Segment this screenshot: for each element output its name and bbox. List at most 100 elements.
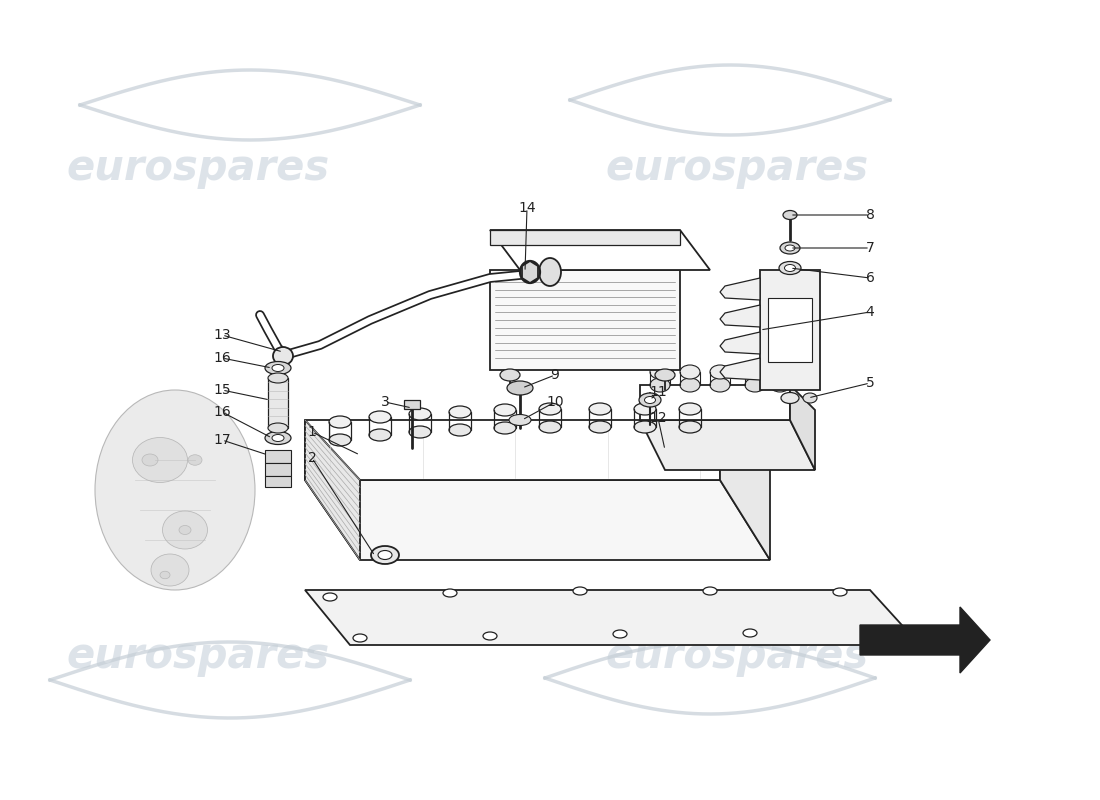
Ellipse shape (265, 362, 292, 374)
Ellipse shape (494, 404, 516, 416)
Text: 17: 17 (213, 433, 231, 447)
Polygon shape (305, 420, 360, 560)
Ellipse shape (680, 378, 700, 392)
Ellipse shape (588, 403, 610, 415)
Ellipse shape (803, 393, 817, 403)
Ellipse shape (368, 411, 390, 423)
Ellipse shape (353, 634, 367, 642)
Text: 14: 14 (518, 201, 536, 215)
Text: 13: 13 (213, 328, 231, 342)
Ellipse shape (494, 422, 516, 434)
Text: 11: 11 (649, 385, 667, 399)
Ellipse shape (268, 373, 288, 383)
Text: 16: 16 (213, 351, 231, 365)
Polygon shape (640, 420, 815, 470)
Polygon shape (768, 298, 812, 362)
Text: 10: 10 (547, 395, 564, 409)
Text: 4: 4 (866, 305, 874, 319)
Ellipse shape (449, 424, 471, 436)
Polygon shape (305, 480, 770, 560)
Ellipse shape (785, 245, 795, 251)
Text: 3: 3 (381, 395, 389, 409)
Ellipse shape (329, 434, 351, 446)
Ellipse shape (679, 421, 701, 433)
Ellipse shape (378, 550, 392, 559)
Ellipse shape (588, 421, 610, 433)
Ellipse shape (710, 365, 730, 379)
Ellipse shape (779, 262, 801, 274)
Ellipse shape (680, 365, 700, 379)
Ellipse shape (745, 365, 764, 379)
Ellipse shape (509, 414, 531, 426)
Polygon shape (720, 278, 760, 300)
Ellipse shape (443, 589, 456, 597)
Ellipse shape (654, 369, 675, 381)
Ellipse shape (132, 438, 187, 482)
Ellipse shape (520, 261, 540, 283)
Text: 15: 15 (213, 383, 231, 397)
Ellipse shape (179, 526, 191, 534)
Text: eurospares: eurospares (605, 147, 869, 189)
Ellipse shape (645, 397, 656, 403)
Ellipse shape (639, 393, 661, 407)
Ellipse shape (160, 571, 170, 578)
Polygon shape (720, 358, 760, 380)
FancyBboxPatch shape (268, 378, 288, 428)
Ellipse shape (679, 403, 701, 415)
Polygon shape (760, 270, 820, 390)
Ellipse shape (745, 378, 764, 392)
Ellipse shape (703, 587, 717, 595)
Ellipse shape (268, 423, 288, 433)
Ellipse shape (507, 381, 534, 395)
Ellipse shape (151, 554, 189, 586)
Ellipse shape (272, 365, 284, 371)
Text: 16: 16 (213, 405, 231, 419)
Polygon shape (720, 332, 760, 354)
Text: eurospares: eurospares (66, 147, 330, 189)
Ellipse shape (95, 390, 255, 590)
Ellipse shape (539, 421, 561, 433)
Ellipse shape (539, 403, 561, 415)
Ellipse shape (142, 454, 158, 466)
Ellipse shape (371, 546, 399, 564)
Ellipse shape (573, 587, 587, 595)
Polygon shape (720, 305, 760, 327)
Ellipse shape (409, 426, 431, 438)
Polygon shape (522, 261, 538, 283)
FancyBboxPatch shape (265, 476, 292, 487)
Ellipse shape (539, 258, 561, 286)
Ellipse shape (329, 416, 351, 428)
Ellipse shape (770, 378, 790, 392)
Ellipse shape (650, 378, 670, 392)
FancyBboxPatch shape (265, 450, 292, 463)
Polygon shape (790, 385, 815, 470)
Ellipse shape (449, 406, 471, 418)
Ellipse shape (781, 393, 799, 403)
Polygon shape (640, 385, 790, 420)
Text: 12: 12 (649, 411, 667, 425)
Ellipse shape (500, 369, 520, 381)
Ellipse shape (634, 421, 656, 433)
Ellipse shape (613, 630, 627, 638)
Ellipse shape (368, 429, 390, 441)
FancyBboxPatch shape (404, 400, 420, 409)
Ellipse shape (784, 265, 795, 271)
Polygon shape (305, 420, 720, 480)
Ellipse shape (163, 511, 208, 549)
Ellipse shape (770, 365, 790, 379)
Ellipse shape (833, 588, 847, 596)
Ellipse shape (323, 593, 337, 601)
Polygon shape (720, 420, 770, 560)
Ellipse shape (634, 403, 656, 415)
Polygon shape (860, 607, 990, 673)
Polygon shape (490, 230, 710, 270)
Ellipse shape (265, 431, 292, 445)
Text: eurospares: eurospares (66, 635, 330, 677)
Polygon shape (490, 270, 680, 370)
Polygon shape (305, 590, 920, 645)
Ellipse shape (650, 365, 670, 379)
Text: 7: 7 (866, 241, 874, 255)
Text: 2: 2 (308, 451, 317, 465)
Ellipse shape (409, 408, 431, 420)
Ellipse shape (188, 454, 202, 466)
